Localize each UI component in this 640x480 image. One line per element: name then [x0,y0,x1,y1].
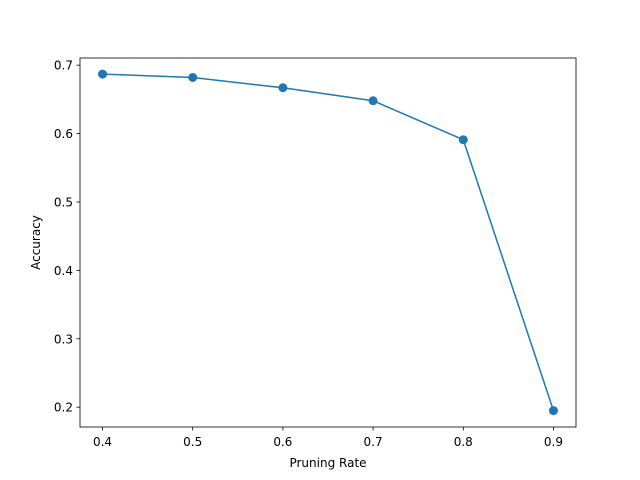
y-tick-label: 0.6 [54,127,73,141]
y-tick-label: 0.7 [54,59,73,73]
x-tick-label: 0.7 [364,435,383,449]
point [98,69,108,79]
point [458,135,468,145]
point [368,96,378,106]
point [278,83,288,93]
point [548,406,558,416]
x-axis-label: Pruning Rate [289,456,366,470]
series-line [102,73,555,411]
x-tick-label: 0.8 [454,435,473,449]
x-tick-label: 0.5 [183,435,202,449]
y-tick-label: 0.3 [54,332,73,346]
y-axis-label: Accuracy [29,215,43,270]
point [188,72,198,82]
x-tick-label: 0.9 [544,435,563,449]
y-tick-label: 0.4 [54,264,73,278]
y-tick-label: 0.5 [54,195,73,209]
y-tick-label: 0.2 [54,401,73,415]
x-tick-label: 0.6 [273,435,292,449]
x-tick-label: 0.4 [93,435,112,449]
plot-frame [79,57,577,428]
